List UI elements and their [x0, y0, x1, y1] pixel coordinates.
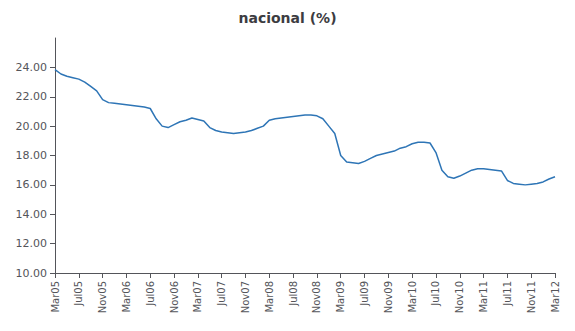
svg-text:14.00: 14.00	[16, 208, 48, 221]
svg-text:Mar09: Mar09	[335, 281, 346, 313]
svg-text:12.00: 12.00	[16, 237, 48, 250]
svg-text:Nov07: Nov07	[240, 281, 251, 313]
svg-text:nacional (%): nacional (%)	[238, 10, 336, 26]
svg-text:20.00: 20.00	[16, 120, 48, 133]
svg-text:Nov08: Nov08	[311, 281, 322, 313]
svg-text:Nov10: Nov10	[454, 281, 465, 313]
svg-text:Jul08: Jul08	[288, 281, 299, 307]
svg-text:Mar06: Mar06	[121, 281, 132, 313]
svg-text:Mar08: Mar08	[264, 281, 275, 313]
svg-text:18.00: 18.00	[16, 149, 48, 162]
svg-text:Jul06: Jul06	[145, 281, 156, 307]
svg-text:Mar05: Mar05	[50, 281, 61, 313]
svg-text:Nov06: Nov06	[169, 281, 180, 313]
svg-text:24.00: 24.00	[16, 61, 48, 74]
svg-text:Jul11: Jul11	[502, 281, 513, 307]
svg-text:Nov05: Nov05	[97, 281, 108, 313]
svg-text:Mar12: Mar12	[550, 281, 561, 313]
svg-text:22.00: 22.00	[16, 90, 48, 103]
svg-text:Jul07: Jul07	[216, 281, 227, 307]
svg-text:Nov09: Nov09	[383, 281, 394, 313]
svg-text:Jul05: Jul05	[73, 281, 84, 307]
svg-text:Mar07: Mar07	[192, 281, 203, 313]
svg-text:16.00: 16.00	[16, 178, 48, 191]
svg-text:Jul10: Jul10	[430, 281, 441, 307]
svg-text:Mar11: Mar11	[478, 281, 489, 313]
svg-text:Nov11: Nov11	[526, 281, 537, 313]
svg-text:10.00: 10.00	[16, 267, 48, 280]
svg-text:Jul09: Jul09	[359, 281, 370, 307]
svg-text:Mar10: Mar10	[407, 281, 418, 313]
